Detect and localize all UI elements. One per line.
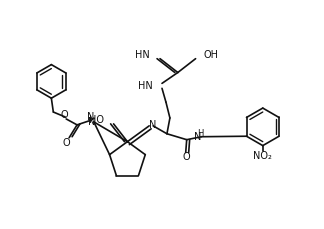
Text: O: O xyxy=(183,152,191,162)
Text: N: N xyxy=(194,131,201,141)
Text: H: H xyxy=(197,129,204,138)
Text: HO: HO xyxy=(89,114,104,124)
Text: N: N xyxy=(88,116,96,126)
Text: N: N xyxy=(149,119,157,129)
Text: HN: HN xyxy=(135,49,150,60)
Text: O: O xyxy=(60,109,68,120)
Text: O: O xyxy=(62,137,70,147)
Text: OH: OH xyxy=(203,49,218,60)
Text: N: N xyxy=(87,112,95,121)
Text: HN: HN xyxy=(138,81,153,91)
Text: NO₂: NO₂ xyxy=(253,150,272,160)
